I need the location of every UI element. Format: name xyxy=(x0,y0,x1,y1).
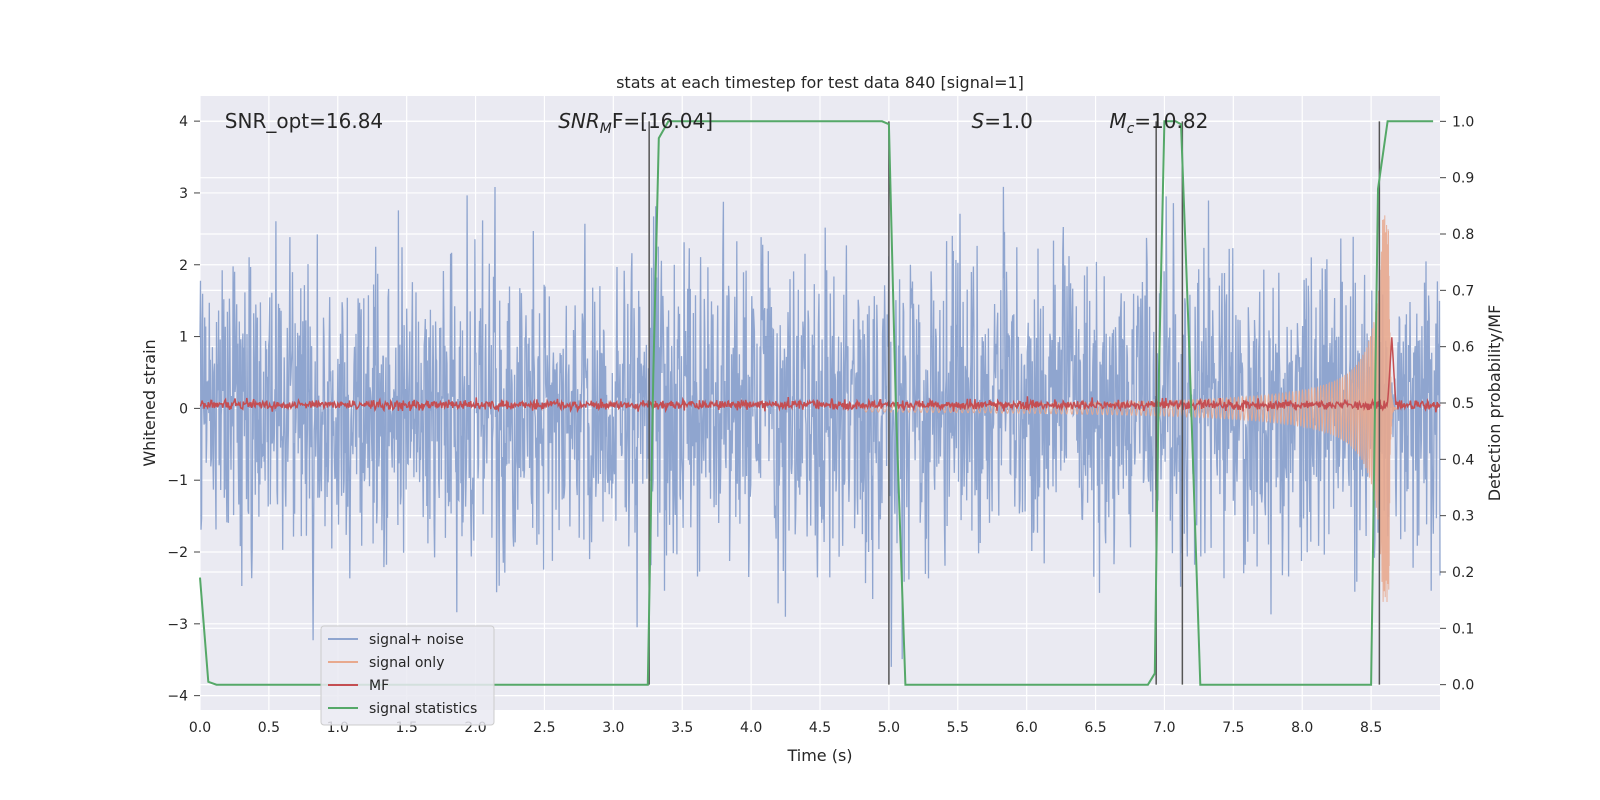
annotation-1: SNRMF=[16.04] xyxy=(558,109,713,137)
y2-tick-label: 1.0 xyxy=(1452,114,1474,130)
legend-box xyxy=(320,625,495,726)
y-tick-label: −4 xyxy=(167,689,188,705)
y-tick-label: 4 xyxy=(179,114,188,130)
y2-tick-label: 0.7 xyxy=(1452,283,1474,299)
annotation-rest: =1.0 xyxy=(984,109,1033,133)
series-signal-statistics-line xyxy=(199,120,1434,686)
x-tick-label: 0.5 xyxy=(258,720,280,736)
y2-tick-label: 0.5 xyxy=(1452,396,1474,412)
x-tick-label: 8.5 xyxy=(1360,720,1382,736)
x-tick-label: 6.5 xyxy=(1084,720,1106,736)
x-axis-label: Time (s) xyxy=(786,746,852,765)
legend-label-mf: MF xyxy=(369,678,389,694)
y-tick-label: 1 xyxy=(179,330,188,346)
y-tick-label: −3 xyxy=(167,617,188,633)
x-tick-label: 5.5 xyxy=(947,720,969,736)
annotation-3: Mc=10.82 xyxy=(1109,109,1208,137)
annotation-main: SNR xyxy=(558,109,600,133)
annotation-subscript: c xyxy=(1127,121,1135,137)
legend: signal+ noise signal only MF signal stat… xyxy=(320,625,495,726)
y-tick-label: 3 xyxy=(179,186,188,202)
y2-tick-label: 0.4 xyxy=(1452,452,1474,468)
x-tick-label: 8.0 xyxy=(1291,720,1313,736)
y2-tick-label: 0.2 xyxy=(1452,565,1474,581)
series-signal-statistics xyxy=(199,120,1434,686)
y-tick-label: 2 xyxy=(179,258,188,274)
x-ticks: 0.0 0.5 1.0 1.5 2.0 2.5 3.0 3.5 4.0 4.5 5.0 5.5 6.0 6… xyxy=(189,720,1382,736)
y2-tick-label: 0.1 xyxy=(1452,621,1474,637)
x-tick-label: 5.0 xyxy=(878,720,900,736)
series-mf-line xyxy=(199,337,1441,414)
x-tick-label: 3.5 xyxy=(671,720,693,736)
series-mf xyxy=(199,337,1441,414)
y2-tick-label: 0.8 xyxy=(1452,227,1474,243)
annotations: SNR_opt=16.84 SNRMF=[16.04] S=1.0 Mc=10.82 xyxy=(225,109,1209,137)
y2-tick-label: 0.9 xyxy=(1452,171,1474,187)
y-tick-label: −2 xyxy=(167,545,188,561)
x-tick-label: 2.5 xyxy=(533,720,555,736)
x-tick-label: 0.0 xyxy=(189,720,211,736)
y2-axis-label: Detection probability/MF xyxy=(1485,305,1504,502)
x-tick-label: 3.0 xyxy=(602,720,624,736)
y2-tick-label: 0.3 xyxy=(1452,509,1474,525)
legend-label-signal-statistics: signal statistics xyxy=(369,701,477,717)
y2-tick-label: 0.6 xyxy=(1452,340,1474,356)
x-tick-label: 6.0 xyxy=(1016,720,1038,736)
annotation-main: S xyxy=(972,109,985,133)
annotation-rest: F=[16.04] xyxy=(612,109,713,133)
annotation-2: S=1.0 xyxy=(972,109,1033,133)
x-tick-label: 7.5 xyxy=(1222,720,1244,736)
legend-label-signal-noise: signal+ noise xyxy=(369,632,464,648)
x-tick-label: 7.0 xyxy=(1153,720,1175,736)
series-signal-noise xyxy=(199,186,1441,667)
y-tick-label: 0 xyxy=(179,401,188,417)
legend-label-signal-only: signal only xyxy=(369,655,444,671)
annotation-rest: =10.82 xyxy=(1134,109,1208,133)
annotation-subscript: M xyxy=(600,121,612,137)
y2-ticks: 0.0 0.1 0.2 0.3 0.4 0.5 0.6 0.7 0.8 0.9 1.0 xyxy=(1440,114,1474,694)
y-axis-label: Whitened strain xyxy=(140,339,159,466)
annotation-main: M xyxy=(1109,109,1126,133)
y-tick-label: −1 xyxy=(167,473,188,489)
y-ticks: −4 −3 −2 −1 0 1 2 3 4 xyxy=(167,114,200,705)
x-tick-label: 4.0 xyxy=(740,720,762,736)
chart-title: stats at each timestep for test data 840… xyxy=(616,73,1024,92)
y2-tick-label: 0.0 xyxy=(1452,678,1474,694)
annotation-main: SNR_opt=16.84 xyxy=(225,109,383,133)
x-tick-label: 4.5 xyxy=(809,720,831,736)
series-signal-noise-line xyxy=(199,186,1441,667)
annotation-0: SNR_opt=16.84 xyxy=(225,109,383,133)
